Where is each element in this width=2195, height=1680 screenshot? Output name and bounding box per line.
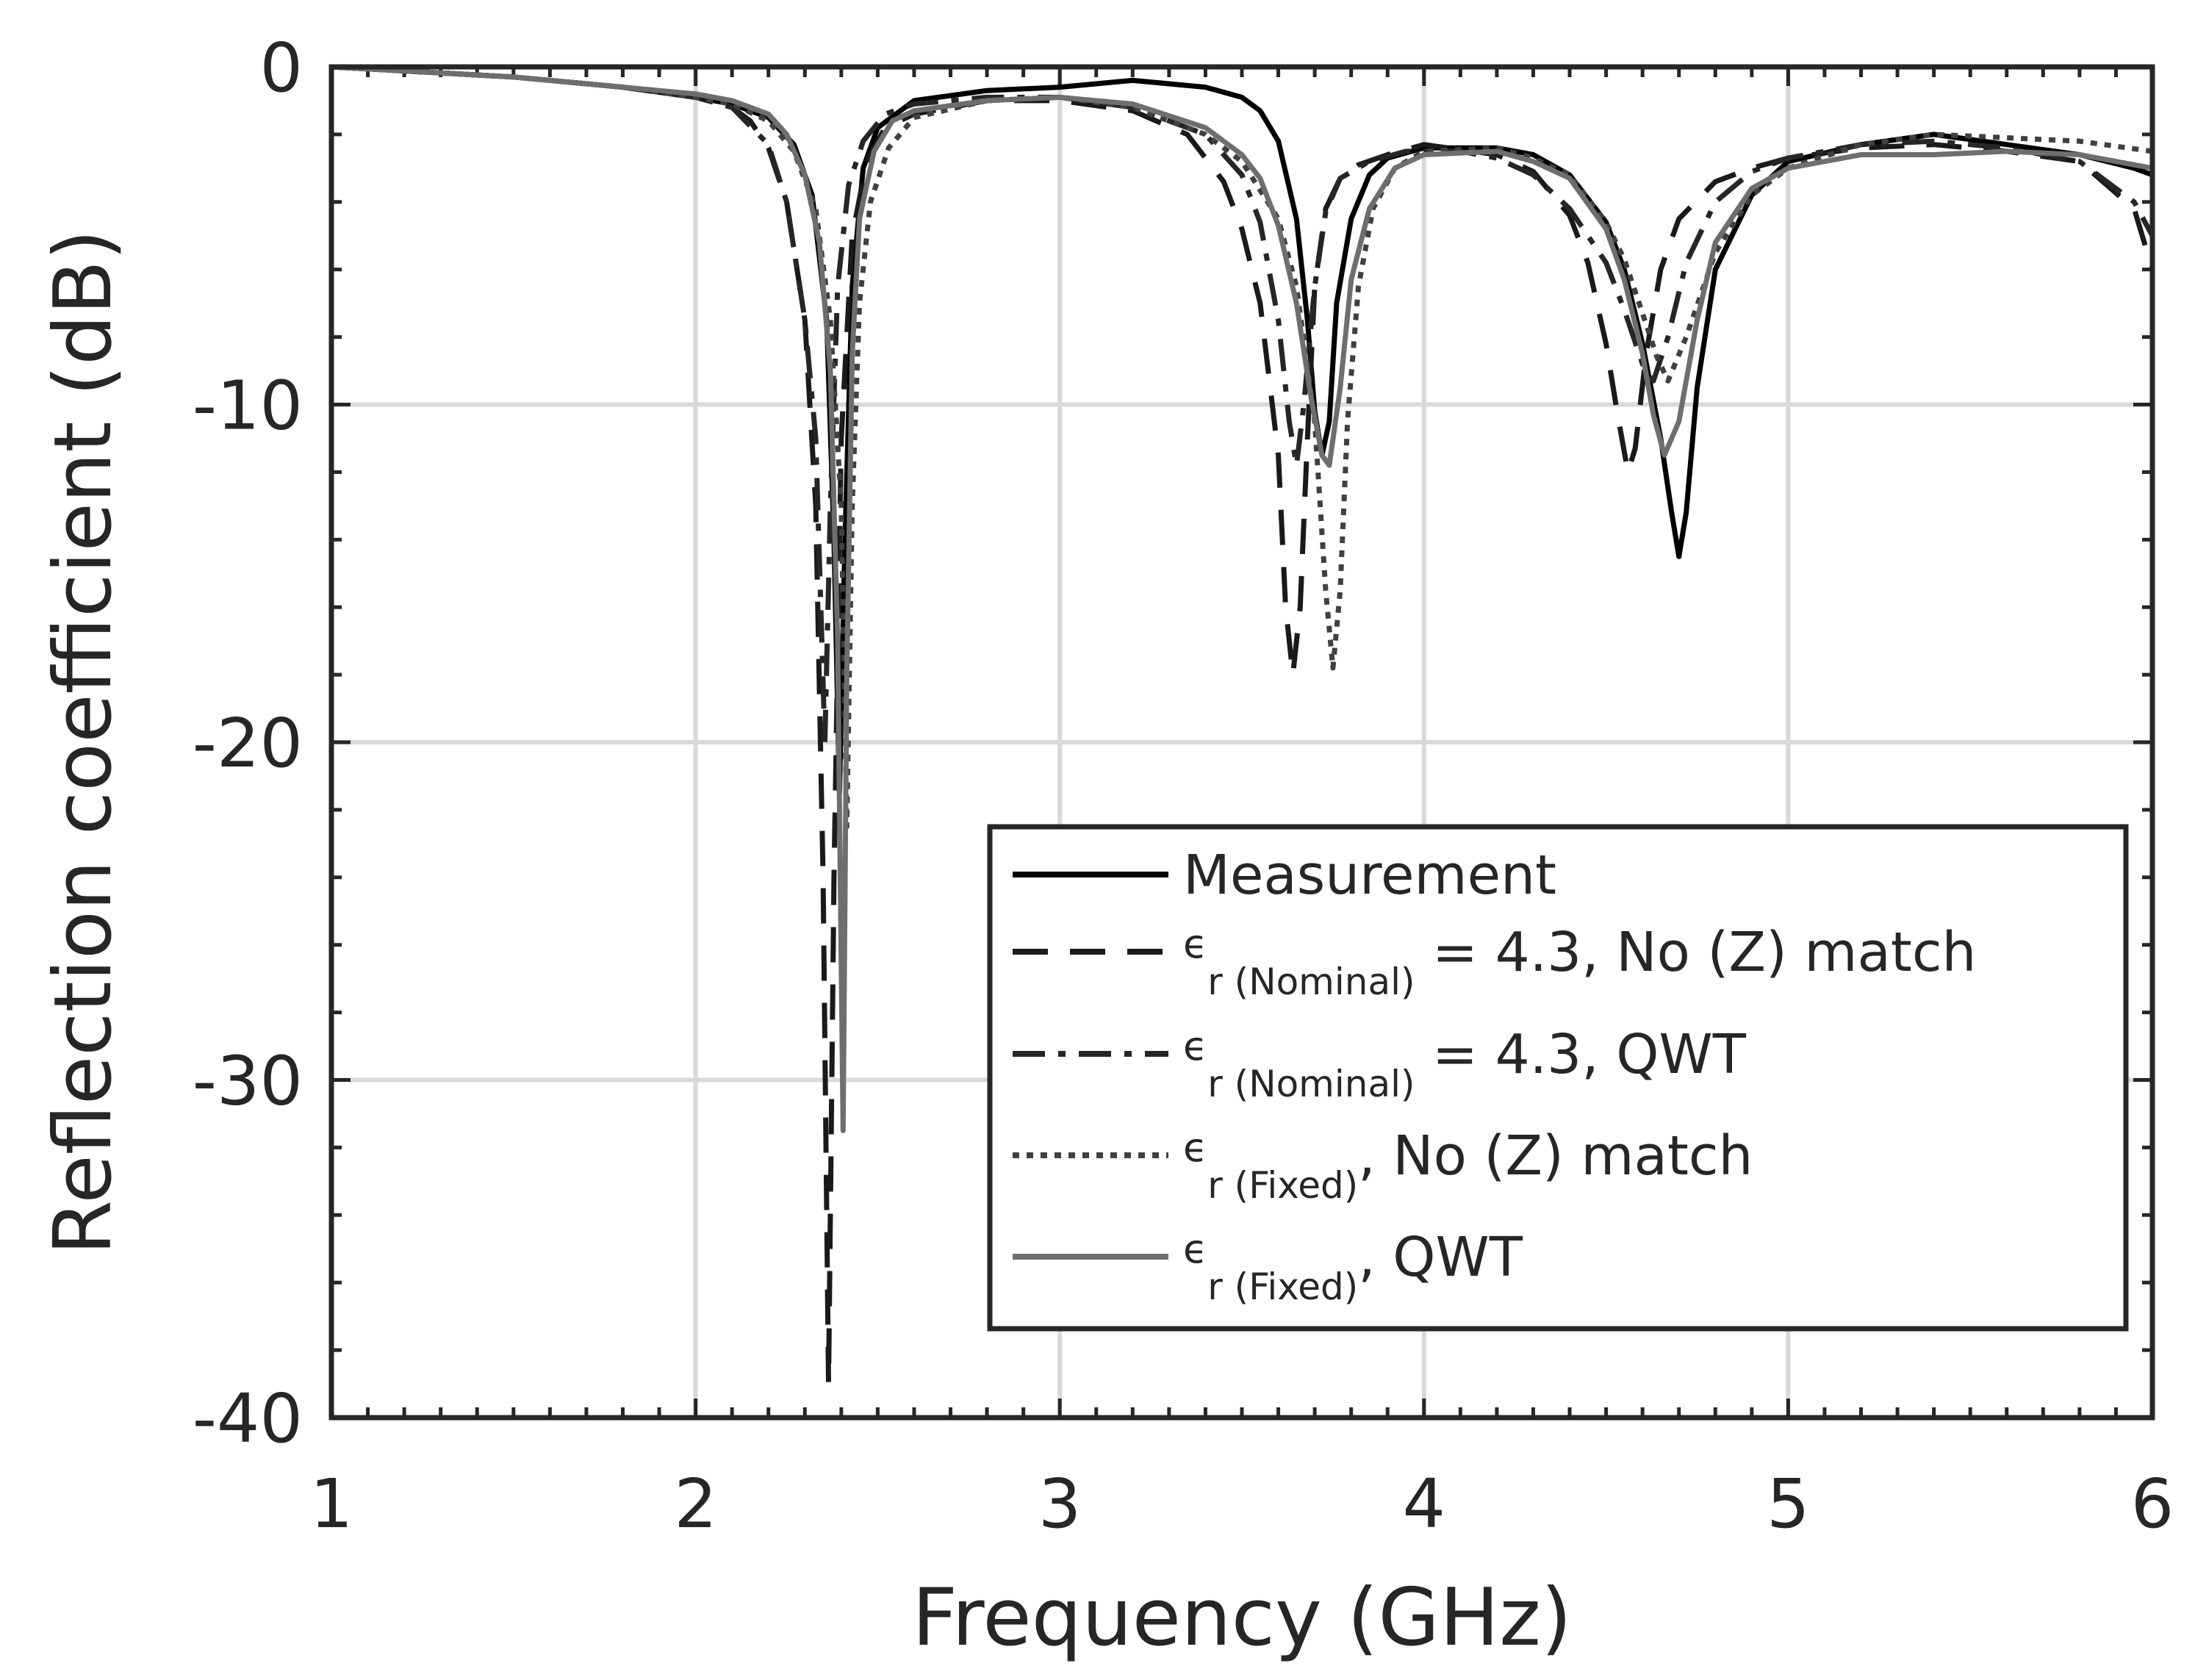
legend-label-4: ϵr (Fixed), No (Z) match (1183, 1124, 1753, 1207)
series-line-3 (331, 64, 2155, 745)
axes-box (328, 64, 2155, 1421)
x-tick-label: 5 (1767, 1465, 1810, 1543)
legend-label-3: ϵr (Nominal) = 4.3, QWT (1183, 1023, 1747, 1105)
series-line-5 (331, 64, 2153, 1133)
legend-subscript: r (Nominal) (1207, 1063, 1415, 1105)
legend-label-text: = 4.3, QWT (1415, 1023, 1747, 1086)
series-line-2 (331, 64, 2155, 1387)
series-layer (331, 64, 2155, 1387)
x-tick-label: 2 (674, 1465, 717, 1543)
legend-epsilon-symbol: ϵ (1183, 921, 1207, 967)
x-tick-label: 6 (2131, 1465, 2174, 1543)
y-tick-label: -30 (193, 1042, 303, 1121)
legend-epsilon-symbol: ϵ (1183, 1023, 1207, 1069)
y-tick-label: -10 (193, 367, 303, 445)
legend-label-text: = 4.3, No (Z) match (1415, 921, 1977, 984)
legend-label-2: ϵr (Nominal) = 4.3, No (Z) match (1183, 921, 1976, 1003)
y-tick-labels: 0 -10 -20 -30 -40 (193, 29, 303, 1458)
legend-label-1: Measurement (1183, 844, 1556, 907)
y-tick-label: -40 (193, 1379, 303, 1458)
y-axis-label: Reflection coefficient (dB) (37, 229, 129, 1255)
y-tick-label: 0 (259, 29, 303, 107)
x-tick-labels: 1 2 3 4 5 6 (310, 1465, 2174, 1543)
y-tick-label: -20 (193, 704, 303, 783)
legend-epsilon-symbol: ϵ (1183, 1226, 1207, 1272)
series-line-4 (331, 64, 2153, 830)
legend-label-text: , No (Z) match (1358, 1124, 1753, 1188)
x-tick-label: 1 (310, 1465, 353, 1543)
legend-epsilon-symbol: ϵ (1183, 1124, 1207, 1171)
legend-label-text: , QWT (1358, 1226, 1523, 1289)
legend-label-5: ϵr (Fixed), QWT (1183, 1226, 1523, 1308)
x-tick-label: 3 (1038, 1465, 1082, 1543)
x-axis-label: Frequency (GHz) (912, 1572, 1572, 1664)
legend-subscript: r (Nominal) (1207, 961, 1415, 1003)
legend-subscript: r (Fixed) (1207, 1266, 1358, 1308)
x-tick-label: 4 (1403, 1465, 1446, 1543)
legend-box (987, 824, 2129, 1332)
legend-subscript: r (Fixed) (1207, 1164, 1358, 1207)
